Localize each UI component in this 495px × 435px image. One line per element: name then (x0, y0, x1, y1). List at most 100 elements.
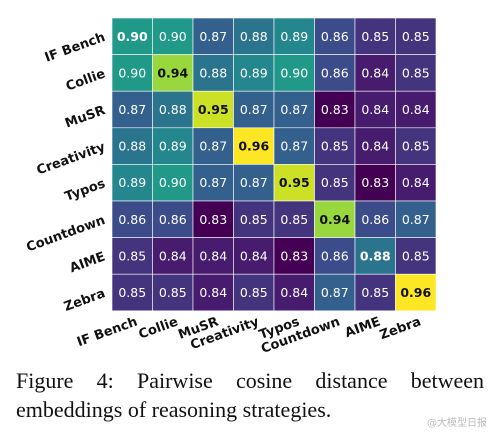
heatmap-cell-creativity-musr (192, 127, 234, 165)
cell-value-creativity-aime: 0.84 (361, 139, 389, 154)
cell-value-collie-if-bench: 0.90 (118, 65, 146, 80)
cell-value-zebra-countdown: 0.87 (321, 285, 349, 300)
heatmap-cell-aime-typos (273, 237, 315, 275)
cell-value-musr-zebra: 0.84 (402, 102, 430, 117)
cell-value-aime-creativity: 0.84 (240, 248, 268, 263)
heatmap-cell-zebra-zebra (395, 273, 437, 312)
heatmap-cell-typos-typos (273, 164, 315, 202)
cell-value-collie-creativity: 0.89 (240, 65, 268, 80)
heatmap-cell-aime-zebra (395, 237, 437, 275)
heatmap-cell-collie-collie (152, 54, 194, 92)
cell-value-musr-collie: 0.88 (159, 102, 187, 117)
cell-value-collie-countdown: 0.86 (321, 65, 349, 80)
column-label-collie: Collie (137, 314, 181, 342)
heatmap-cell-musr-if-bench (111, 90, 153, 129)
cell-value-creativity-countdown: 0.85 (321, 139, 349, 154)
heatmap-cell-typos-countdown (314, 164, 356, 202)
cell-value-creativity-typos: 0.87 (280, 139, 308, 154)
heatmap-cell-aime-collie (152, 237, 194, 275)
cell-value-aime-if-bench: 0.85 (118, 248, 146, 263)
cell-value-creativity-collie: 0.89 (159, 139, 187, 154)
row-label-collie: Collie (64, 67, 108, 95)
heatmap-cell-creativity-aime (354, 127, 396, 165)
heatmap-cell-creativity-if-bench (111, 127, 153, 165)
row-label-zebra: Zebra (62, 286, 107, 315)
cell-value-typos-aime: 0.83 (361, 175, 389, 190)
cell-value-collie-typos: 0.90 (280, 65, 308, 80)
cell-value-typos-zebra: 0.84 (402, 175, 430, 190)
cell-value-musr-musr: 0.95 (198, 102, 229, 117)
cell-value-countdown-countdown: 0.94 (319, 212, 350, 227)
heatmap-cell-if-bench-creativity (233, 17, 275, 55)
cell-value-if-bench-if-bench: 0.90 (117, 29, 148, 44)
cell-value-zebra-typos: 0.84 (280, 285, 308, 300)
heatmap-cell-aime-if-bench (111, 237, 153, 275)
cell-value-zebra-creativity: 0.85 (240, 285, 268, 300)
cell-value-musr-countdown: 0.83 (321, 102, 349, 117)
cell-value-typos-typos: 0.95 (279, 175, 310, 190)
heatmap-cell-if-bench-if-bench (111, 17, 153, 55)
heatmap-cell-typos-aime (354, 164, 396, 202)
cell-value-musr-if-bench: 0.87 (118, 102, 146, 117)
column-label-aime: AIME (343, 314, 383, 341)
heatmap-cell-typos-creativity (233, 164, 275, 202)
row-label-creativity: Creativity (35, 140, 108, 179)
row-label-musr: MuSR (63, 103, 107, 131)
cell-value-typos-musr: 0.87 (199, 175, 227, 190)
heatmap-chart: 0.90 0.90 0.87 0.88 0.89 0.86 0.85 0.85 0.90 0.94… (25, 17, 437, 357)
heatmap-cell-collie-zebra (395, 54, 437, 92)
heatmap-cell-musr-typos (273, 90, 315, 129)
cell-value-countdown-creativity: 0.85 (240, 212, 268, 227)
heatmap-cell-aime-countdown (314, 237, 356, 275)
heatmap-cell-musr-collie (152, 90, 194, 129)
cell-value-countdown-musr: 0.83 (199, 212, 227, 227)
cell-value-aime-typos: 0.83 (280, 248, 308, 263)
row-label-aime: AIME (68, 250, 108, 277)
heatmap-cell-musr-countdown (314, 90, 356, 129)
cell-value-zebra-aime: 0.85 (361, 285, 389, 300)
cell-value-if-bench-collie: 0.90 (159, 29, 187, 44)
watermark: @大模型日报 (427, 418, 487, 429)
heatmap-cell-zebra-collie (152, 273, 194, 312)
cell-value-zebra-collie: 0.85 (159, 285, 187, 300)
cell-value-zebra-musr: 0.84 (199, 285, 227, 300)
heatmap-cell-collie-countdown (314, 54, 356, 92)
cell-value-if-bench-creativity: 0.88 (240, 29, 268, 44)
heatmap-cell-zebra-typos (273, 273, 315, 312)
figure-caption: Figure 4: Pairwise cosine distance betwe… (16, 368, 484, 422)
heatmap-cell-zebra-musr (192, 273, 234, 312)
cell-value-typos-creativity: 0.87 (240, 175, 268, 190)
cell-value-creativity-creativity: 0.96 (238, 139, 269, 154)
cell-value-musr-aime: 0.84 (361, 102, 389, 117)
cell-value-countdown-if-bench: 0.86 (118, 212, 146, 227)
cell-value-countdown-aime: 0.86 (361, 212, 389, 227)
heatmap-cell-zebra-countdown (314, 273, 356, 312)
cell-value-collie-zebra: 0.85 (402, 65, 430, 80)
cell-value-zebra-zebra: 0.96 (400, 285, 431, 300)
cell-value-countdown-zebra: 0.87 (402, 212, 430, 227)
cell-value-creativity-musr: 0.87 (199, 139, 227, 154)
row-label-typos: Typos (63, 176, 108, 204)
heatmap-cell-collie-creativity (233, 54, 275, 92)
heatmap-cell-if-bench-zebra (395, 17, 437, 55)
cell-value-if-bench-zebra: 0.85 (402, 29, 430, 44)
cell-value-if-bench-musr: 0.87 (199, 29, 227, 44)
column-label-if-bench: IF Bench (75, 314, 140, 350)
cell-value-creativity-if-bench: 0.88 (118, 139, 146, 154)
cell-value-zebra-if-bench: 0.85 (118, 285, 146, 300)
heatmap-cell-aime-musr (192, 237, 234, 275)
heatmap-cell-musr-musr (192, 90, 234, 129)
heatmap-cell-creativity-typos (273, 127, 315, 165)
column-labels: IF BenchCollieMuSRCreativityTyposCountdo… (75, 314, 423, 357)
heatmap-cell-musr-aime (354, 90, 396, 129)
row-label-if-bench: IF Bench (43, 30, 108, 66)
cell-value-aime-collie: 0.84 (159, 248, 187, 263)
cell-value-if-bench-typos: 0.89 (280, 29, 308, 44)
heatmap-cell-countdown-typos (273, 200, 315, 238)
heatmap-cell-aime-aime (354, 237, 396, 275)
cell-value-aime-musr: 0.84 (199, 248, 227, 263)
cell-value-countdown-collie: 0.86 (159, 212, 187, 227)
cell-value-typos-if-bench: 0.89 (118, 175, 146, 190)
cell-value-aime-zebra: 0.85 (402, 248, 430, 263)
